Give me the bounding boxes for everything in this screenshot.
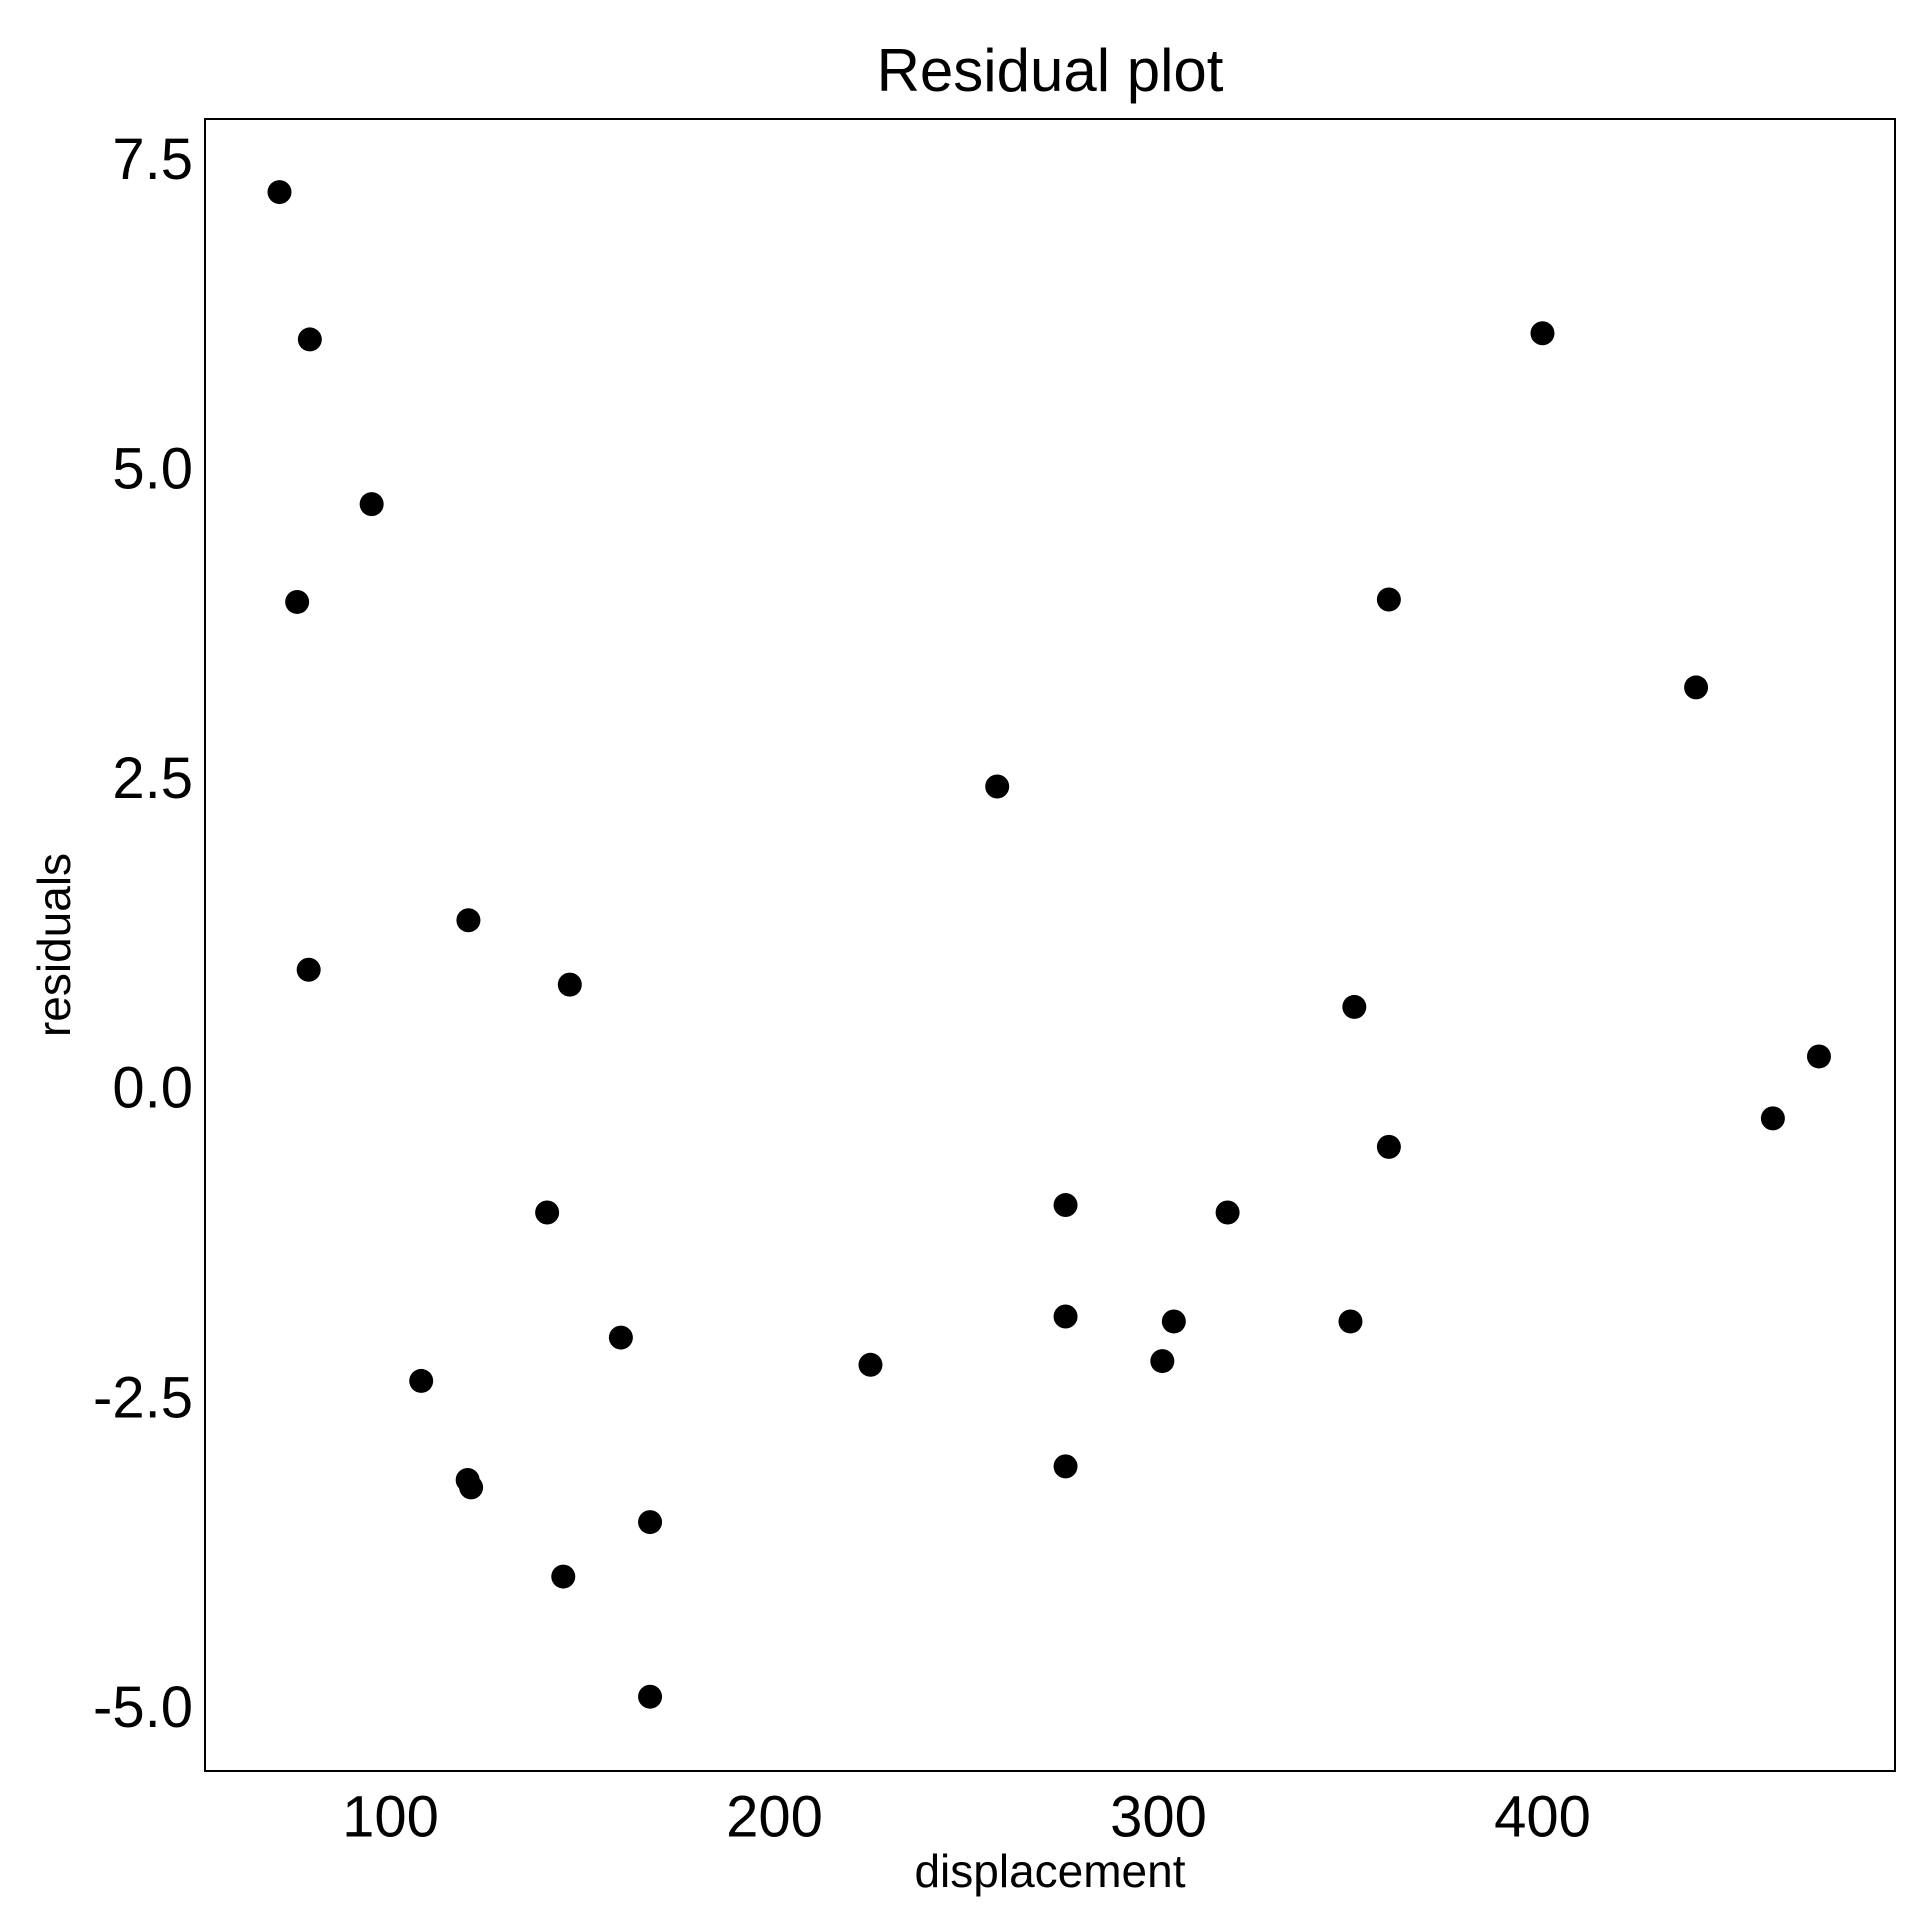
point: [1215, 1200, 1240, 1225]
point: [297, 327, 322, 352]
point: [557, 972, 582, 997]
y-tick-label: -5.0: [93, 1675, 193, 1740]
point: [535, 1200, 560, 1225]
point: [1150, 1349, 1175, 1374]
y-tick-label: 7.5: [112, 127, 193, 192]
x-tick-label: 400: [1494, 1784, 1591, 1849]
point: [1053, 1454, 1078, 1479]
point: [267, 180, 292, 205]
point: [638, 1684, 663, 1709]
plot-frame: [204, 118, 1896, 1772]
y-tick-label: 0.0: [112, 1056, 193, 1121]
point: [1376, 587, 1401, 612]
point: [608, 1325, 633, 1350]
point: [459, 1475, 484, 1500]
point: [1342, 994, 1367, 1019]
x-tick-label: 200: [726, 1784, 823, 1849]
y-tick-label: -2.5: [93, 1365, 193, 1430]
point: [456, 908, 481, 933]
point: [985, 774, 1010, 799]
y-tick-label: 5.0: [112, 437, 193, 502]
x-tick-label: 100: [342, 1784, 439, 1849]
point: [1338, 1309, 1363, 1334]
point: [638, 1510, 663, 1535]
point: [1376, 1134, 1401, 1159]
point: [1760, 1106, 1785, 1131]
point: [1530, 321, 1555, 346]
point: [296, 957, 321, 982]
point: [1806, 1044, 1831, 1069]
y-tick-label: 2.5: [112, 746, 193, 811]
point: [1161, 1309, 1186, 1334]
point: [1053, 1304, 1078, 1329]
point: [858, 1352, 883, 1377]
point: [359, 492, 384, 517]
x-tick-label: 300: [1110, 1784, 1207, 1849]
y-axis-label: residuals: [28, 853, 80, 1037]
point: [1684, 675, 1709, 700]
point: [1053, 1193, 1078, 1218]
point: [285, 589, 310, 614]
point: [551, 1564, 576, 1589]
x-axis-label: displacement: [914, 1845, 1185, 1897]
point: [409, 1368, 434, 1393]
chart-title: Residual plot: [877, 37, 1224, 104]
